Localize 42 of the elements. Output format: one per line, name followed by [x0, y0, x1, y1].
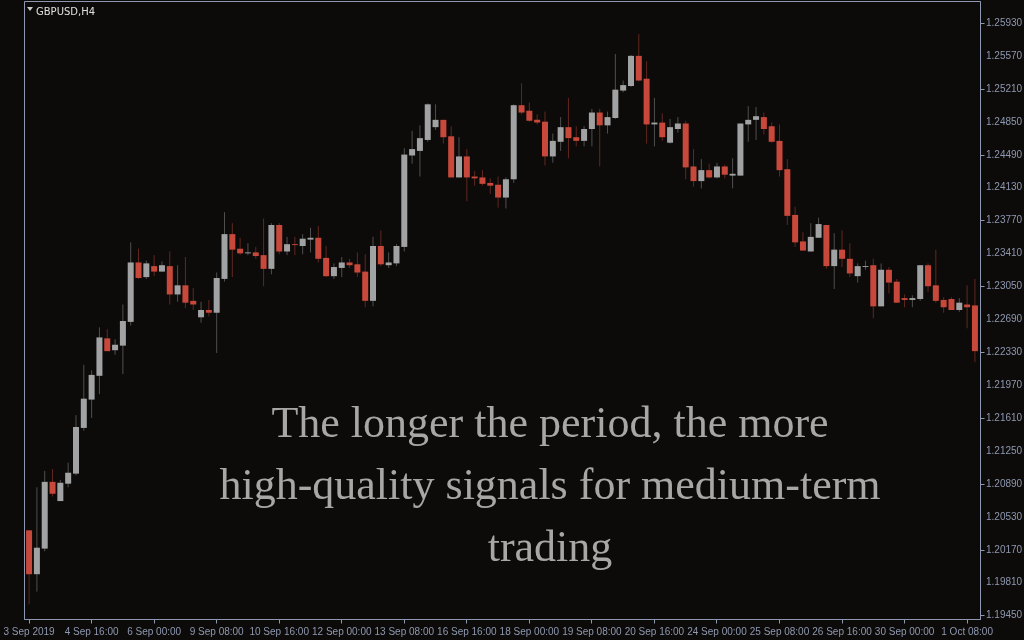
x-tick-label: 18 Sep 00:00: [499, 625, 560, 637]
x-tick-label: 25 Sep 08:00: [749, 625, 810, 637]
candlestick: [244, 242, 251, 256]
candlestick: [706, 163, 713, 179]
y-tick-label: 1.24130: [986, 181, 1023, 193]
y-tick-label: 1.22690: [986, 313, 1023, 325]
y-tick-label: 1.21610: [986, 411, 1023, 423]
x-tick-label: 9 Sep 08:00: [189, 625, 245, 637]
y-tick-label: 1.20170: [986, 543, 1023, 555]
x-tick-label: 1 Oct 08:00: [941, 625, 994, 637]
x-tick-label: 16 Sep 16:00: [437, 625, 498, 637]
y-tick-label: 1.22330: [986, 346, 1023, 358]
y-tick-label: 1.21250: [986, 444, 1023, 456]
x-tick-label: 19 Sep 08:00: [562, 625, 623, 637]
y-tick-label: 1.19450: [986, 609, 1023, 621]
x-tick-label: 20 Sep 16:00: [624, 625, 685, 637]
x-tick-label: 24 Sep 00:00: [687, 625, 748, 637]
y-tick-label: 1.20890: [986, 477, 1023, 489]
y-tick-label: 1.23410: [986, 247, 1023, 259]
y-tick-label: 1.21970: [986, 378, 1023, 390]
x-tick-label: 4 Sep 16:00: [64, 625, 120, 637]
candlestick: [674, 116, 681, 134]
y-tick-label: 1.25930: [986, 16, 1023, 28]
y-tick-label: 1.25210: [986, 82, 1023, 94]
text: The longer the period, the more high-quality signals for medium-term trading: [219, 398, 881, 571]
y-tick-label: 1.23050: [986, 280, 1023, 292]
chart-title: GBPUSD,H4: [36, 6, 96, 17]
y-tick-label: 1.25570: [986, 49, 1023, 61]
y-tick-label: 1.24850: [986, 115, 1023, 127]
y-tick-label: 1.19810: [986, 576, 1023, 588]
y-tick-label: 1.23770: [986, 214, 1023, 226]
x-tick-label: 3 Sep 2019: [3, 625, 56, 637]
candlestick: [112, 338, 119, 356]
y-tick-label: 1.24490: [986, 148, 1023, 160]
x-tick-label: 30 Sep 00:00: [874, 625, 935, 637]
x-tick-label: 12 Sep 00:00: [312, 625, 372, 637]
y-tick-label: 1.20530: [986, 510, 1023, 522]
x-tick-label: 6 Sep 00:00: [127, 625, 182, 637]
candlestick: [205, 299, 212, 317]
x-tick-label: 10 Sep 16:00: [249, 625, 310, 637]
x-tick-label: 13 Sep 08:00: [374, 625, 435, 637]
x-tick-label: 26 Sep 16:00: [812, 625, 873, 637]
